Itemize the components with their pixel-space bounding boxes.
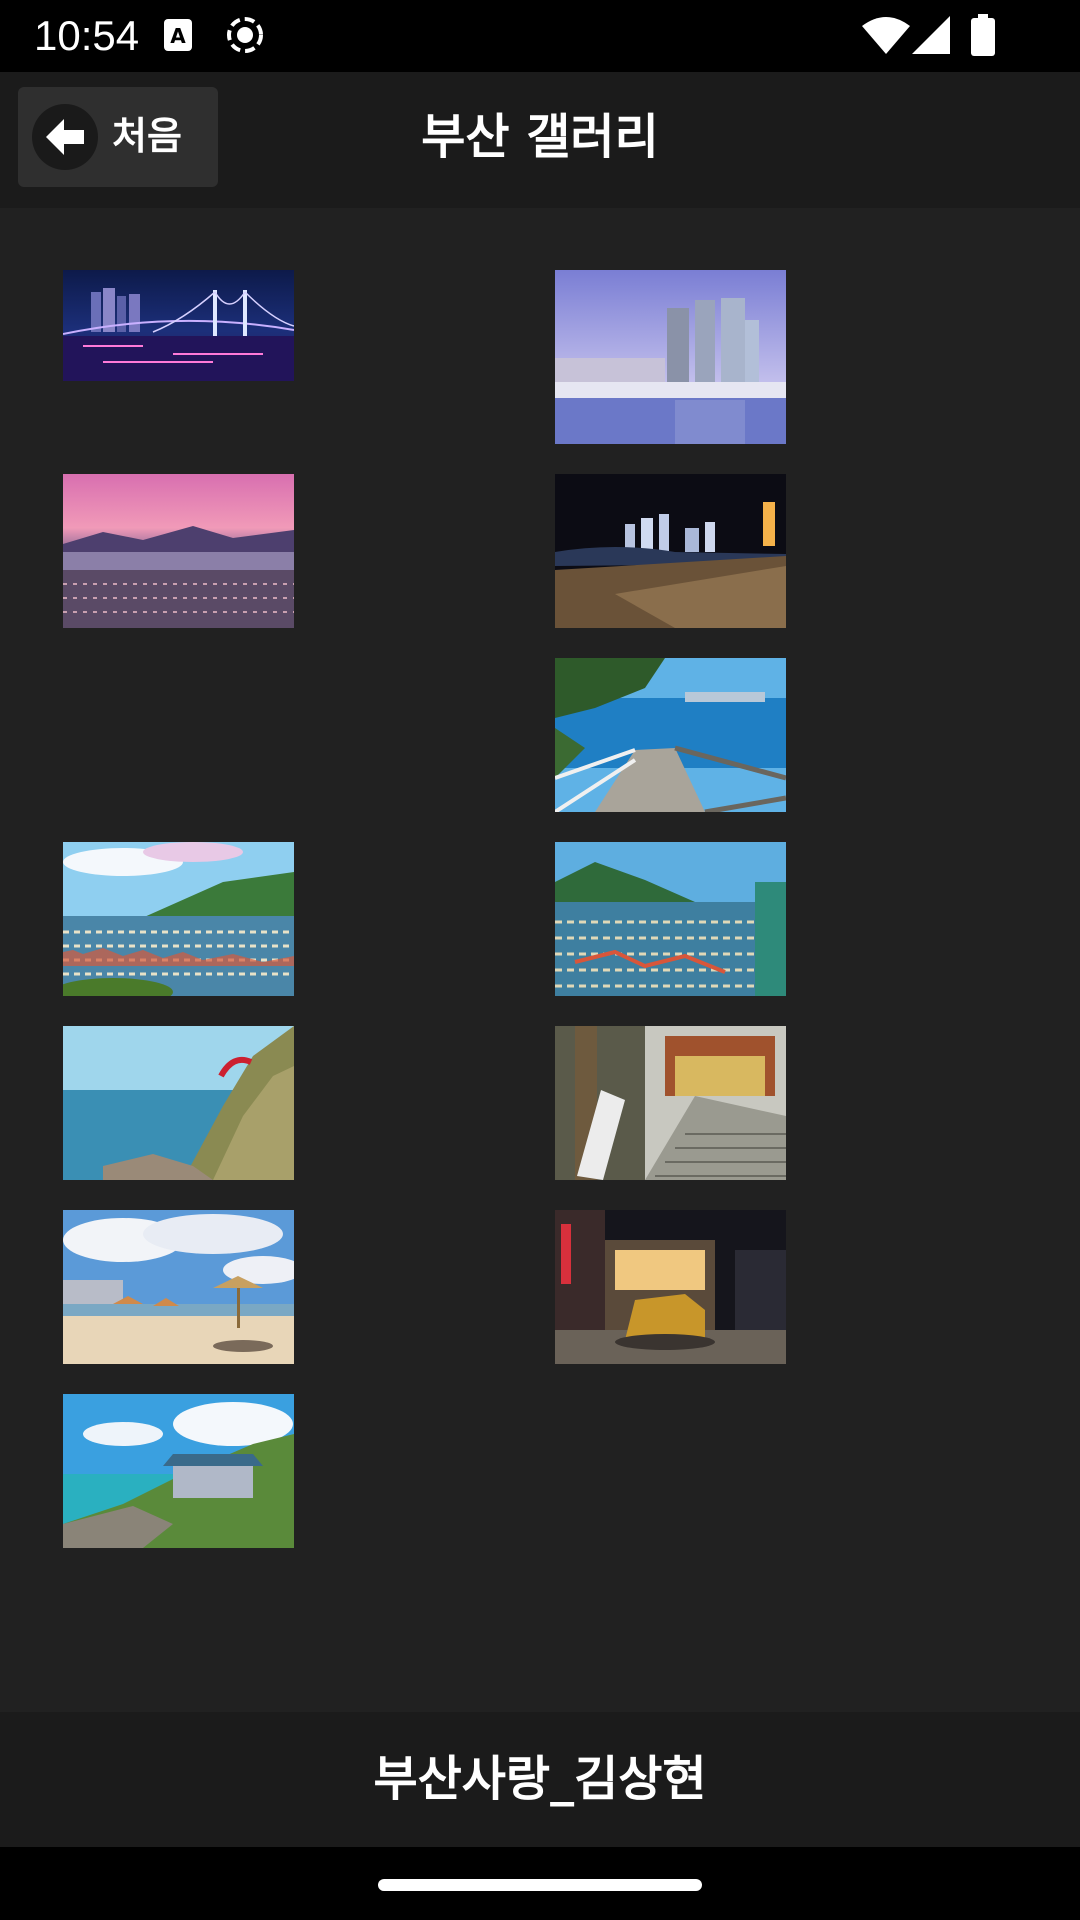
gallery-photo[interactable] [63, 270, 294, 381]
gallery-photo[interactable] [555, 658, 786, 812]
back-label: 처음 [112, 114, 182, 158]
battery-icon [970, 14, 996, 56]
gallery-photo[interactable] [63, 474, 294, 628]
signal-icon [912, 16, 950, 54]
gallery-photo[interactable] [555, 1026, 786, 1180]
gallery-photo[interactable] [555, 842, 786, 996]
back-button[interactable]: 처음 [18, 87, 218, 187]
status-bar: 10:54 A [0, 0, 1080, 72]
svg-text:A: A [170, 24, 186, 48]
back-arrow-container [32, 104, 98, 170]
gallery-photo[interactable] [555, 474, 786, 628]
footer-credit: 부산사랑_김상현 [373, 1751, 707, 1807]
home-indicator[interactable] [378, 1879, 702, 1891]
page-title: 부산 갤러리 [421, 109, 659, 165]
gallery-photo[interactable] [63, 842, 294, 996]
gallery-photo[interactable] [63, 1394, 294, 1548]
gallery-photo[interactable] [63, 1210, 294, 1364]
gallery-photo[interactable] [555, 270, 786, 444]
navigation-bar [0, 1847, 1080, 1920]
footer: 부산사랑_김상현 [0, 1712, 1080, 1847]
screen-record-icon [224, 14, 266, 56]
status-time: 10:54 [34, 12, 140, 59]
app-header: 처음 부산 갤러리 [0, 72, 1080, 208]
gallery-photo[interactable] [555, 1210, 786, 1364]
arrow-left-icon [46, 119, 84, 155]
autofill-a-icon: A [163, 18, 193, 52]
wifi-icon [862, 16, 910, 54]
gallery-photo[interactable] [63, 1026, 294, 1180]
